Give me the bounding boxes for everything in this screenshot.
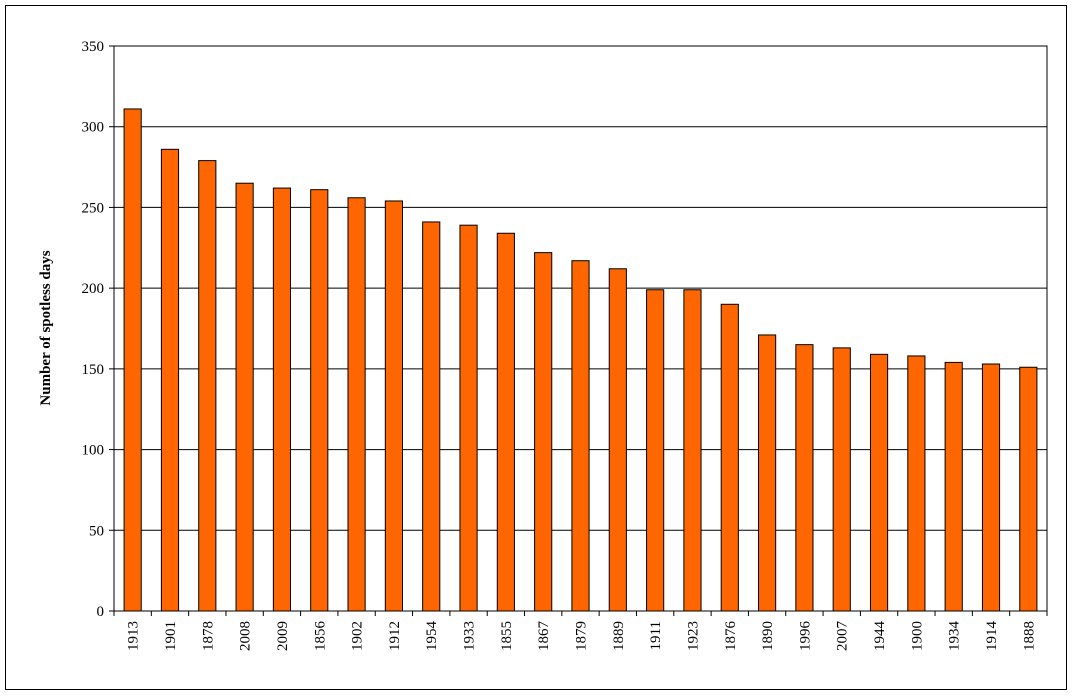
x-tick-label: 1914 xyxy=(984,621,1000,652)
x-tick-label: 1954 xyxy=(424,621,440,652)
x-tick-label: 1996 xyxy=(797,621,813,652)
bar-1879 xyxy=(571,260,590,612)
bar-1954 xyxy=(422,221,441,612)
bar-1888 xyxy=(1019,366,1038,612)
x-tick-label: 1912 xyxy=(387,621,403,651)
bar-1913 xyxy=(123,108,142,612)
bar-1996 xyxy=(795,344,814,612)
bar-2009 xyxy=(272,187,292,612)
x-tick-label: 2009 xyxy=(275,621,291,651)
x-tick-label: 1902 xyxy=(350,621,366,651)
x-tick-label: 1876 xyxy=(723,621,739,652)
bar-1911 xyxy=(646,289,665,612)
x-tick-label: 1911 xyxy=(648,621,664,650)
bar-1901 xyxy=(160,148,180,612)
bar-1900 xyxy=(907,355,926,612)
x-tick-label: 1888 xyxy=(1021,621,1037,651)
bar-1933 xyxy=(459,224,478,612)
bar-1914 xyxy=(981,363,1001,612)
y-tick-label: 250 xyxy=(82,200,105,216)
x-tick-label: 1944 xyxy=(872,621,888,652)
x-tick-label: 2007 xyxy=(835,621,851,652)
x-tick-label: 1855 xyxy=(499,621,515,651)
bar-2007 xyxy=(832,347,851,612)
bar-1878 xyxy=(198,160,217,612)
y-tick-label: 200 xyxy=(82,281,105,297)
bar-1902 xyxy=(347,197,366,612)
bar-1867 xyxy=(534,252,553,612)
y-tick-label: 100 xyxy=(82,443,105,459)
x-tick-label: 1889 xyxy=(611,621,627,651)
x-tick-label: 1878 xyxy=(200,621,216,651)
axes xyxy=(109,45,1048,616)
y-tick-label: 300 xyxy=(82,120,105,136)
bar-1912 xyxy=(384,200,403,612)
bars xyxy=(123,108,1038,612)
x-tick-label: 1890 xyxy=(760,621,776,651)
y-tick-label: 150 xyxy=(82,362,105,378)
bar-1890 xyxy=(758,334,777,612)
bar-1855 xyxy=(496,232,515,612)
bar-1856 xyxy=(310,189,329,612)
x-tick-label: 1913 xyxy=(126,621,142,651)
y-tick-label: 0 xyxy=(97,604,105,620)
bar-1889 xyxy=(608,268,627,612)
plot-area xyxy=(113,45,1048,612)
x-tick-label: 1923 xyxy=(685,621,701,651)
bar-1944 xyxy=(869,353,889,612)
x-tick-label: 1933 xyxy=(462,621,478,651)
bar-1923 xyxy=(683,289,702,612)
bar-1934 xyxy=(944,361,963,612)
y-tick-label: 350 xyxy=(82,39,105,55)
bar-2008 xyxy=(235,182,254,612)
x-tick-label: 1934 xyxy=(947,621,963,652)
x-tick-label: 2008 xyxy=(238,621,254,651)
x-tick-label: 1900 xyxy=(909,621,925,651)
y-tick-label: 50 xyxy=(89,523,104,539)
x-tick-label: 1879 xyxy=(574,621,590,651)
x-tick-label: 1901 xyxy=(163,621,179,651)
x-tick-labels: 1913 1901 1878 2008 2009 1856 1902 1912 1954 1933… xyxy=(126,621,1038,652)
y-axis-label: Number of spotless days xyxy=(38,250,54,405)
x-tick-label: 1856 xyxy=(312,621,328,652)
y-tick-labels: 0 50 100 150 200 250 300 350 xyxy=(82,39,105,620)
x-tick-label: 1867 xyxy=(536,621,552,652)
bar-1876 xyxy=(720,303,739,612)
